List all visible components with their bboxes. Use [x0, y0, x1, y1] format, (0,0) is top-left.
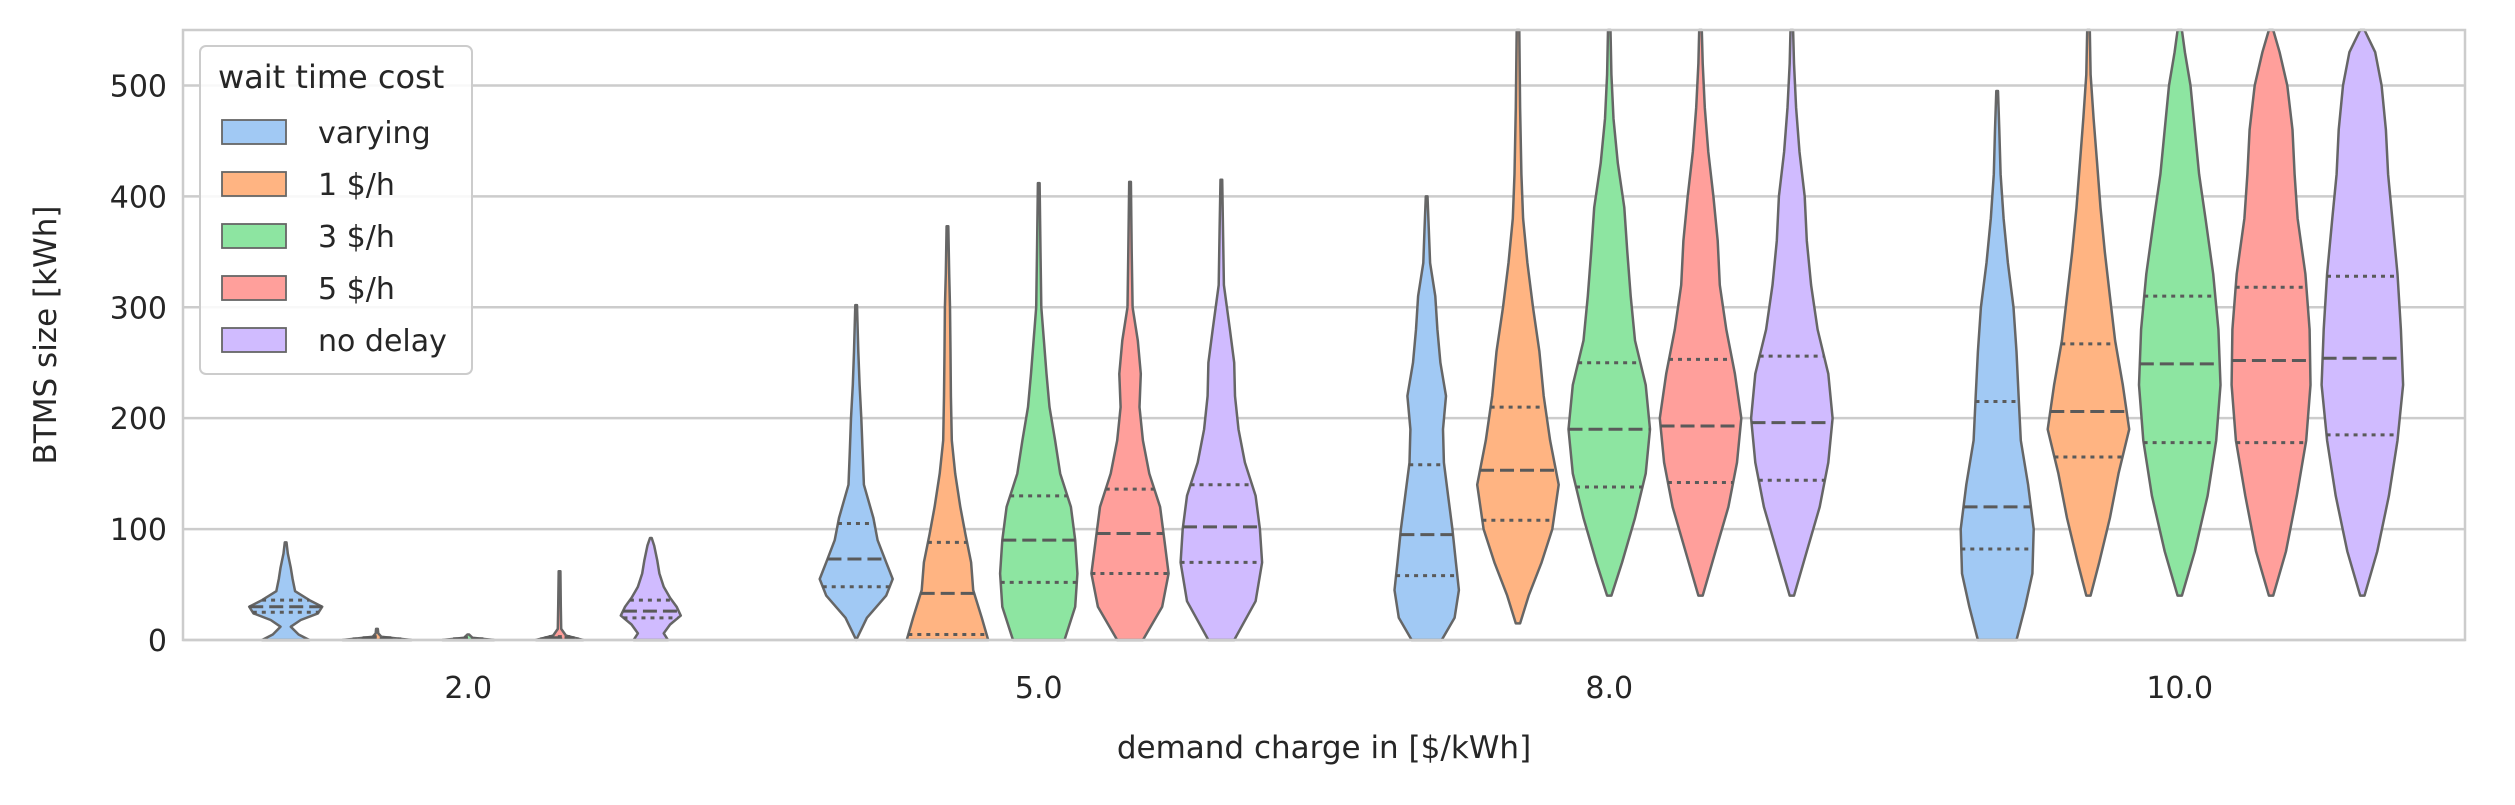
y-tick-labels: 0 100 200 300 400 500	[110, 69, 167, 659]
x-tick-label: 5.0	[1015, 671, 1063, 706]
x-tick-label: 8.0	[1585, 671, 1633, 706]
violin-body	[2046, 28, 2131, 597]
violin-body	[1567, 28, 1652, 597]
violin-body	[1959, 89, 2035, 642]
x-tick-label: 2.0	[444, 671, 492, 706]
legend-swatch	[221, 223, 287, 249]
violin-body	[818, 303, 894, 642]
violin-body	[905, 225, 990, 642]
violins	[247, 28, 2405, 642]
violin-body	[1475, 28, 1560, 625]
violin-body	[2137, 28, 2222, 597]
violin-body	[534, 569, 585, 642]
legend-item-label: no delay	[318, 324, 447, 359]
violin-body	[2230, 28, 2312, 597]
violin-body	[2320, 28, 2405, 597]
legend-item-label: varying	[318, 116, 431, 151]
legend-swatch	[221, 275, 287, 301]
violin-body	[1658, 28, 1743, 597]
legend-item-label: 5 $/h	[318, 272, 395, 307]
legend-title: wait time cost	[218, 58, 444, 96]
legend-swatch	[221, 119, 287, 145]
violin-body	[1749, 28, 1834, 597]
x-axis-label: demand charge in [$/kWh]	[1117, 730, 1531, 766]
legend-item-label: 3 $/h	[318, 220, 395, 255]
y-tick-label: 0	[148, 624, 167, 659]
violin-body	[1090, 180, 1170, 642]
violin-body	[998, 181, 1079, 642]
y-tick-label: 100	[110, 513, 167, 548]
gridlines	[183, 84, 2465, 642]
violin-body	[619, 536, 683, 642]
legend-item-label: 1 $/h	[318, 168, 395, 203]
plot-frame	[181, 28, 2467, 642]
x-tick-labels: 2.0 5.0 8.0 10.0	[444, 671, 2213, 706]
y-axis-label: BTMS size [kWh]	[28, 206, 64, 465]
x-tick-label: 10.0	[2146, 671, 2213, 706]
y-tick-label: 200	[110, 402, 167, 437]
y-tick-label: 300	[110, 291, 167, 326]
legend-swatch	[221, 327, 287, 353]
y-tick-label: 400	[110, 180, 167, 215]
y-tick-label: 500	[110, 69, 167, 104]
legend-swatch	[221, 171, 287, 197]
legend-items: varying 1 $/h 3 $/h 5 $/h no delay	[221, 116, 447, 359]
violin-body	[247, 541, 324, 642]
legend: wait time cost varying 1 $/h 3 $/h 5 $/h no …	[199, 45, 473, 375]
violin-body	[1393, 195, 1461, 642]
violin-body	[1179, 178, 1264, 642]
